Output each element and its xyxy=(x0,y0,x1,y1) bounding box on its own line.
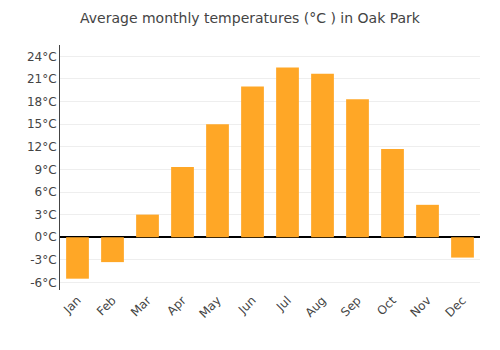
svg-text:-3°C: -3°C xyxy=(30,253,56,267)
svg-text:0°C: 0°C xyxy=(35,230,57,244)
svg-text:21°C: 21°C xyxy=(27,72,57,86)
svg-text:24°C: 24°C xyxy=(27,50,57,64)
svg-text:Apr: Apr xyxy=(164,293,189,318)
svg-text:3°C: 3°C xyxy=(35,208,57,222)
svg-text:18°C: 18°C xyxy=(27,95,57,109)
svg-text:-6°C: -6°C xyxy=(30,276,56,290)
svg-text:Aug: Aug xyxy=(302,293,328,319)
svg-text:Mar: Mar xyxy=(128,293,154,319)
svg-text:Nov: Nov xyxy=(407,293,433,319)
svg-text:Jan: Jan xyxy=(60,293,84,317)
svg-text:Jun: Jun xyxy=(235,293,259,317)
svg-text:Average monthly temperatures (: Average monthly temperatures (°C ) in Oa… xyxy=(80,10,421,26)
svg-text:12°C: 12°C xyxy=(27,140,57,154)
svg-text:6°C: 6°C xyxy=(35,185,57,199)
svg-text:Feb: Feb xyxy=(94,293,119,318)
svg-text:Sep: Sep xyxy=(338,293,364,319)
svg-text:Jul: Jul xyxy=(273,293,294,314)
svg-text:Dec: Dec xyxy=(443,293,469,319)
svg-text:9°C: 9°C xyxy=(35,163,57,177)
svg-text:May: May xyxy=(196,293,223,320)
svg-text:Oct: Oct xyxy=(374,293,399,318)
svg-text:15°C: 15°C xyxy=(27,117,57,131)
